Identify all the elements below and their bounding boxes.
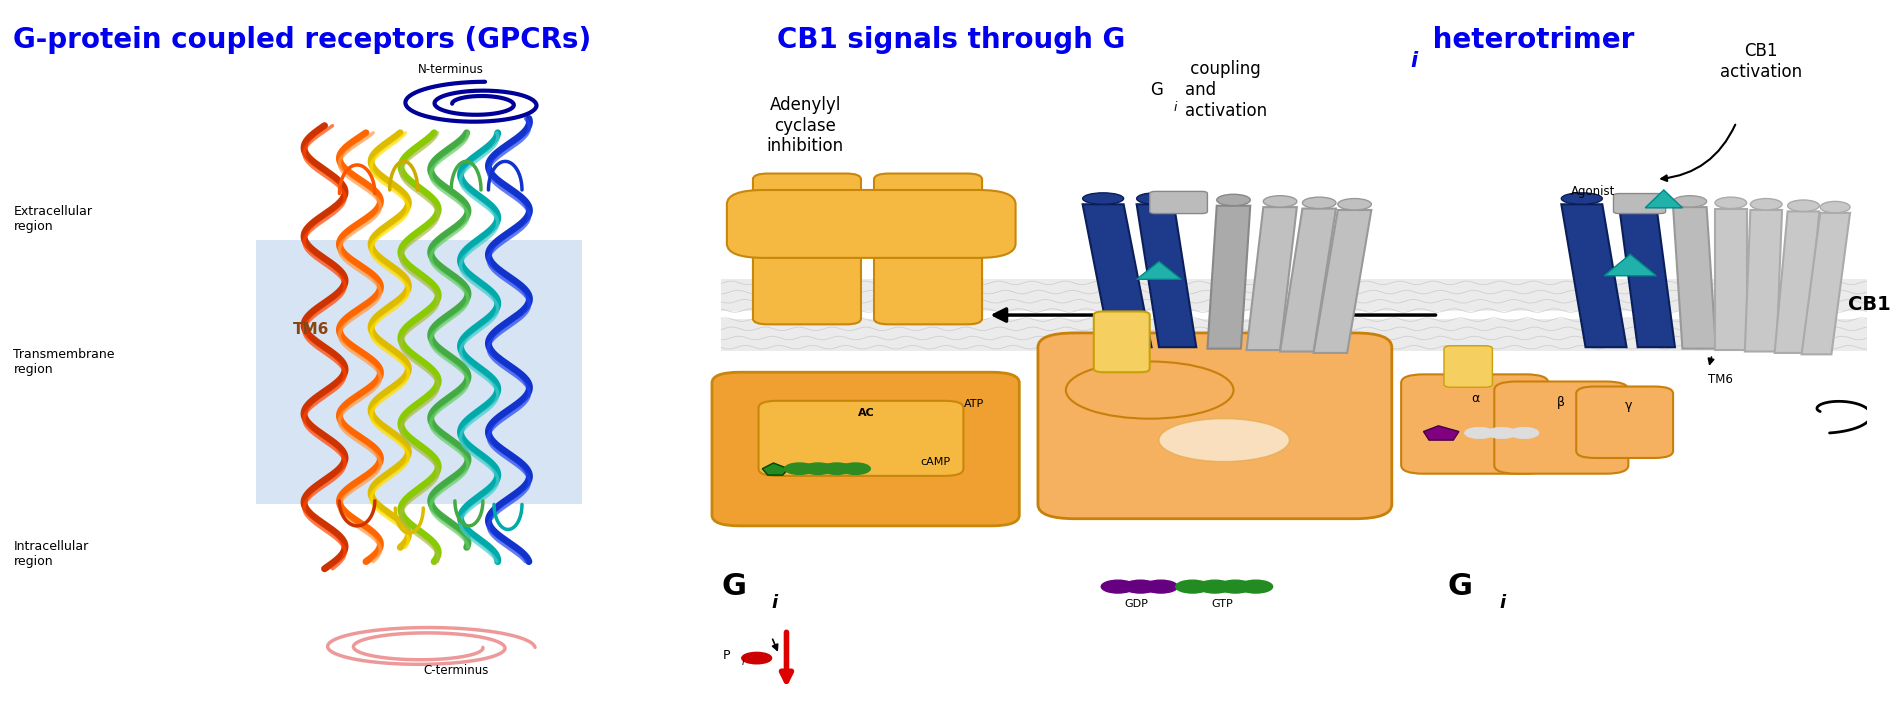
Circle shape	[1219, 580, 1251, 593]
Text: Extracellular
region: Extracellular region	[13, 205, 93, 233]
Circle shape	[1143, 580, 1177, 593]
Circle shape	[1486, 427, 1517, 439]
Ellipse shape	[1217, 194, 1249, 206]
Polygon shape	[1744, 210, 1780, 351]
Circle shape	[1237, 580, 1272, 593]
Circle shape	[742, 652, 771, 664]
Ellipse shape	[1137, 193, 1173, 205]
FancyBboxPatch shape	[752, 174, 860, 325]
Polygon shape	[1313, 210, 1370, 353]
FancyBboxPatch shape	[1038, 333, 1391, 518]
Polygon shape	[1619, 206, 1674, 347]
FancyBboxPatch shape	[1494, 382, 1627, 474]
FancyBboxPatch shape	[1093, 312, 1148, 372]
Polygon shape	[1604, 254, 1655, 275]
Text: CB1
activation: CB1 activation	[1720, 42, 1801, 81]
Ellipse shape	[1262, 196, 1296, 207]
Circle shape	[1124, 580, 1156, 593]
Text: GTP: GTP	[1211, 599, 1232, 609]
Polygon shape	[1279, 208, 1336, 351]
Circle shape	[784, 463, 814, 474]
Ellipse shape	[1714, 197, 1746, 208]
Text: i: i	[1173, 101, 1177, 114]
Text: Transmembrane
region: Transmembrane region	[13, 348, 116, 375]
FancyBboxPatch shape	[1575, 387, 1672, 458]
Text: N-terminus: N-terminus	[418, 63, 484, 76]
Circle shape	[1175, 580, 1209, 593]
Text: α: α	[1471, 392, 1479, 405]
Ellipse shape	[1672, 196, 1706, 207]
FancyBboxPatch shape	[1613, 194, 1665, 213]
Polygon shape	[1714, 208, 1746, 350]
Ellipse shape	[1619, 194, 1655, 206]
Text: CB1 signals through G: CB1 signals through G	[776, 25, 1126, 54]
Polygon shape	[1672, 207, 1716, 348]
Text: γ: γ	[1625, 399, 1630, 412]
Polygon shape	[1082, 205, 1150, 347]
Text: TM6: TM6	[1708, 373, 1733, 386]
FancyBboxPatch shape	[256, 240, 581, 505]
Text: G: G	[1446, 572, 1473, 601]
Text: G: G	[1148, 81, 1162, 99]
Ellipse shape	[1820, 202, 1849, 213]
FancyBboxPatch shape	[721, 319, 1866, 351]
Ellipse shape	[1302, 197, 1336, 208]
Ellipse shape	[1750, 199, 1780, 210]
Circle shape	[1509, 427, 1537, 439]
Circle shape	[822, 463, 850, 474]
Polygon shape	[761, 463, 788, 475]
FancyBboxPatch shape	[712, 372, 1019, 526]
Text: i: i	[742, 656, 744, 667]
Text: P: P	[723, 649, 731, 662]
Text: Intracellular
region: Intracellular region	[13, 541, 89, 568]
Ellipse shape	[1786, 200, 1818, 211]
Polygon shape	[1560, 205, 1627, 347]
Text: i: i	[771, 594, 778, 612]
Ellipse shape	[1082, 193, 1124, 205]
Polygon shape	[1245, 207, 1296, 350]
Text: C-terminus: C-terminus	[423, 664, 488, 677]
Text: TM6: TM6	[292, 322, 330, 337]
Circle shape	[1198, 580, 1232, 593]
Text: G-protein coupled receptors (GPCRs): G-protein coupled receptors (GPCRs)	[13, 25, 592, 54]
Text: β: β	[1556, 396, 1564, 409]
Text: Agonist: Agonist	[1570, 185, 1615, 198]
Text: Adenylyl
cyclase
inhibition: Adenylyl cyclase inhibition	[767, 96, 843, 155]
Polygon shape	[1207, 206, 1249, 348]
FancyBboxPatch shape	[1401, 375, 1547, 474]
Text: coupling
and
activation: coupling and activation	[1184, 60, 1266, 120]
FancyBboxPatch shape	[721, 279, 1866, 312]
Text: cAMP: cAMP	[921, 456, 951, 466]
Text: GDP: GDP	[1124, 599, 1148, 609]
FancyBboxPatch shape	[1442, 346, 1492, 388]
FancyBboxPatch shape	[727, 190, 1015, 258]
Ellipse shape	[1158, 419, 1289, 461]
Text: i: i	[1410, 51, 1416, 71]
FancyBboxPatch shape	[873, 174, 981, 325]
Polygon shape	[1644, 190, 1682, 208]
FancyBboxPatch shape	[757, 401, 962, 476]
Ellipse shape	[1560, 193, 1602, 205]
FancyBboxPatch shape	[1148, 192, 1207, 213]
Text: CB1: CB1	[1847, 295, 1890, 314]
Polygon shape	[1137, 205, 1196, 347]
Circle shape	[841, 463, 869, 474]
Text: G: G	[721, 572, 746, 601]
Circle shape	[1101, 580, 1135, 593]
Polygon shape	[1773, 211, 1818, 353]
Text: heterotrimer: heterotrimer	[1424, 25, 1634, 54]
Polygon shape	[1801, 213, 1849, 354]
Text: AC: AC	[858, 408, 875, 418]
Circle shape	[1463, 427, 1494, 439]
Ellipse shape	[1336, 199, 1370, 210]
Text: i: i	[1499, 594, 1505, 612]
Circle shape	[803, 463, 833, 474]
Text: ATP: ATP	[962, 398, 983, 408]
Ellipse shape	[1065, 362, 1234, 419]
Polygon shape	[1137, 262, 1181, 279]
Polygon shape	[1424, 426, 1458, 440]
